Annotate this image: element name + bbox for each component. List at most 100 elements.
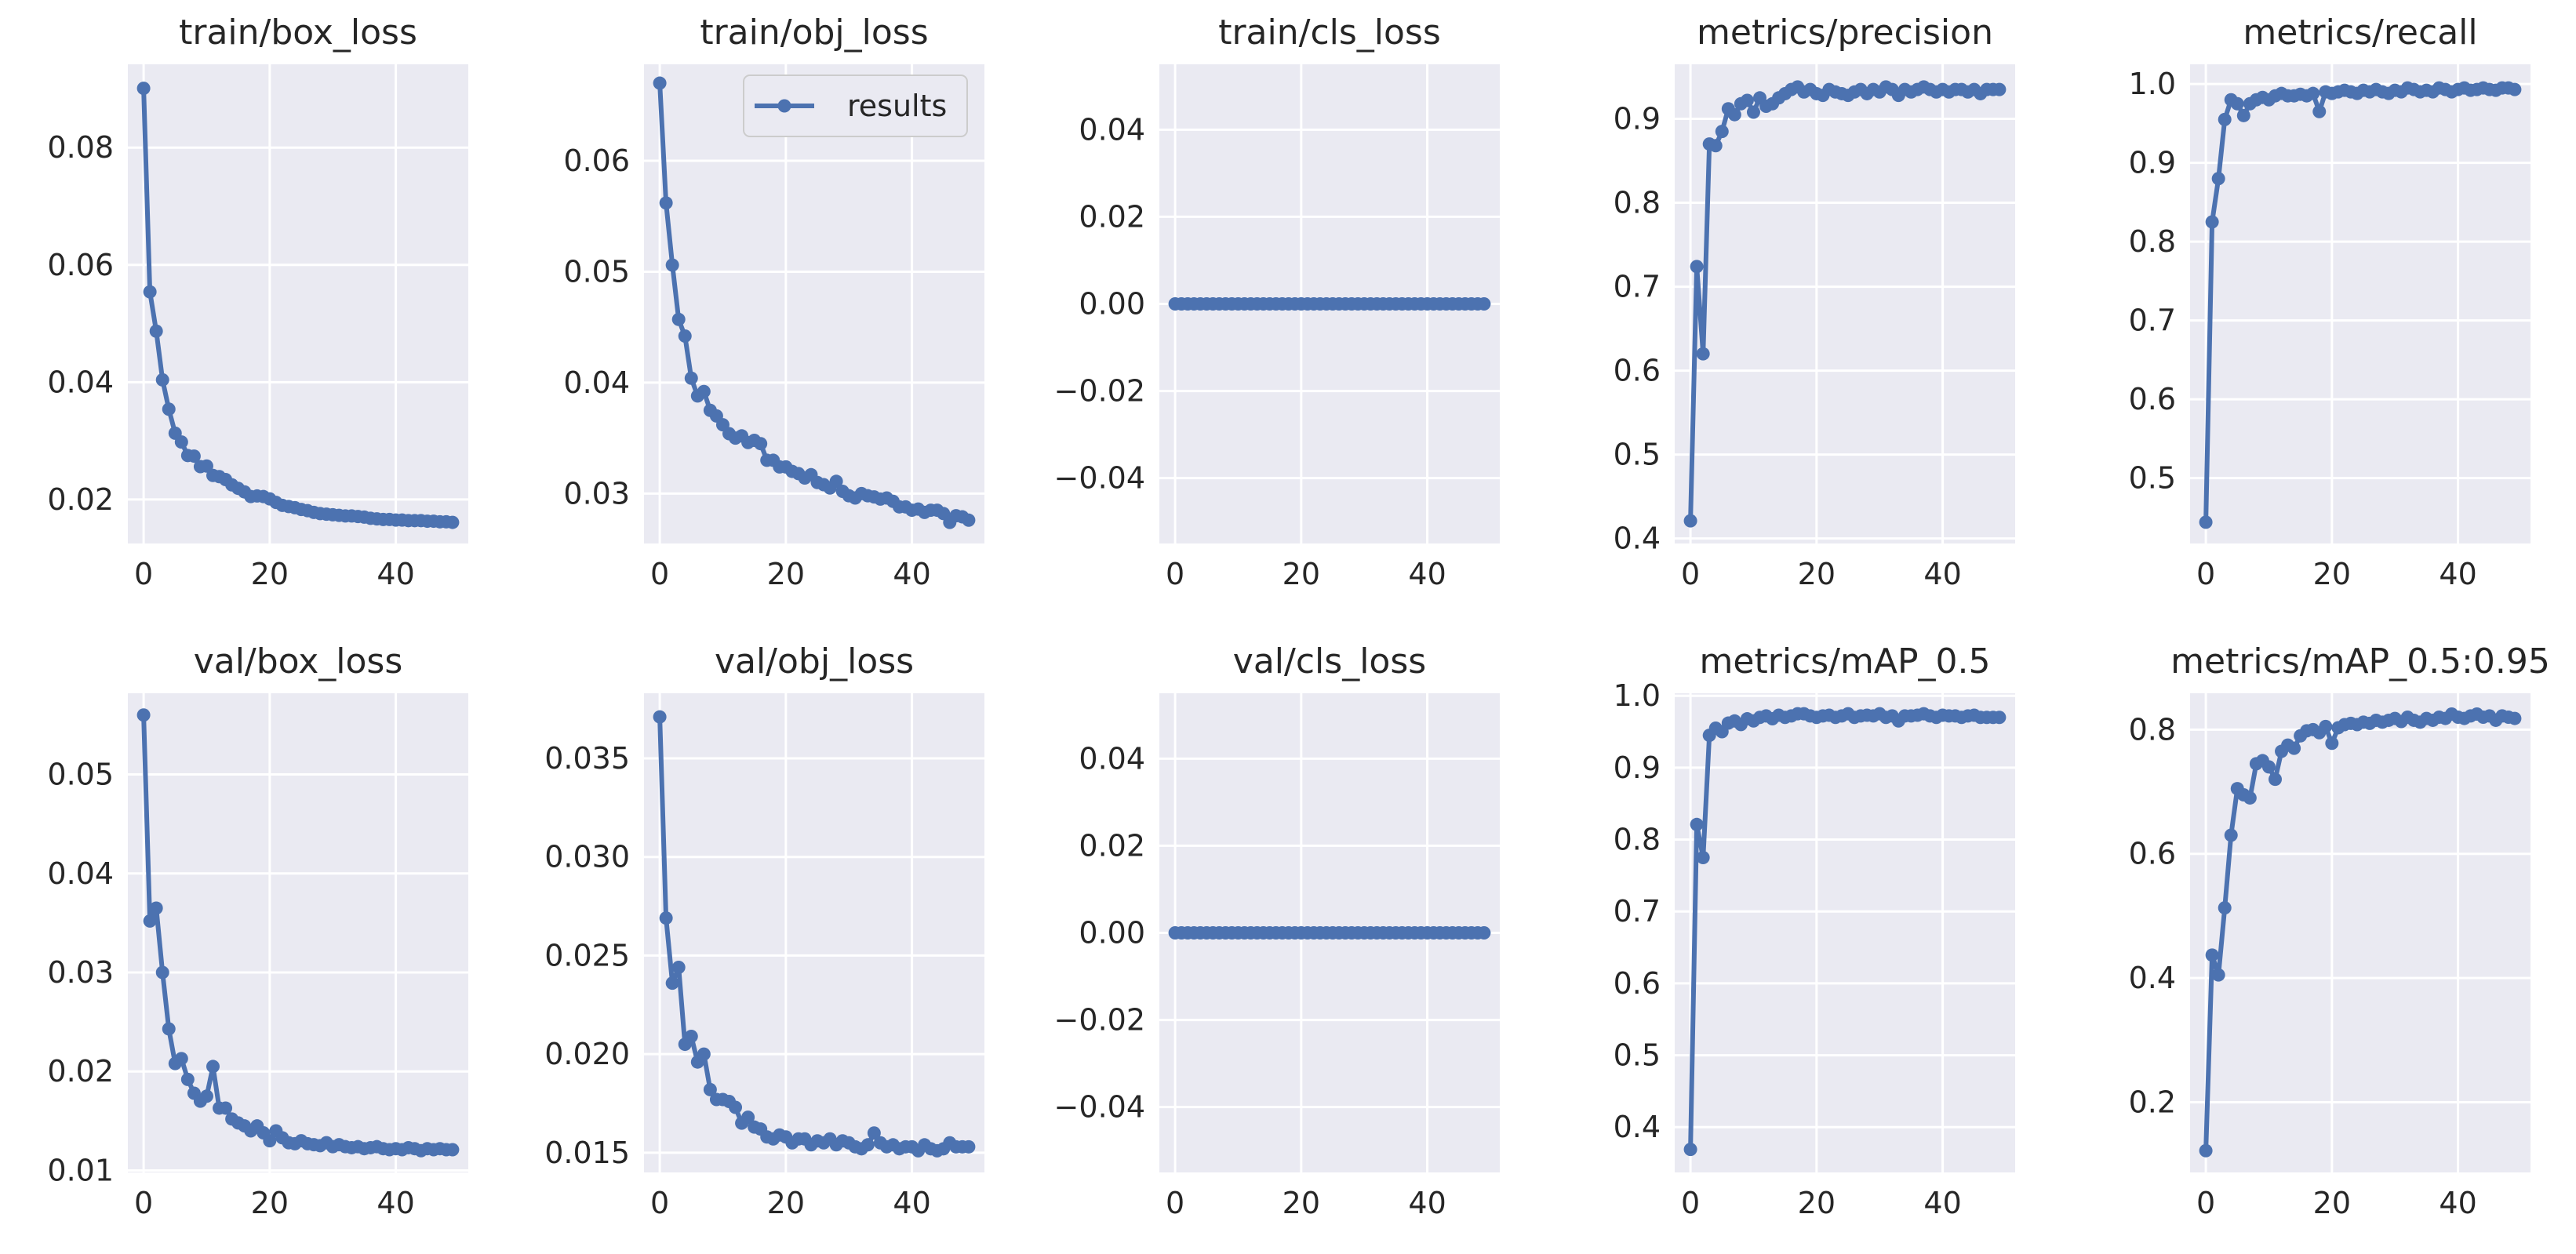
data-point [665, 976, 679, 990]
data-point [199, 459, 213, 473]
data-point [684, 1030, 698, 1044]
y-tick-label: 0.04 [1079, 112, 1145, 147]
data-point [2211, 968, 2225, 982]
data-point [1715, 125, 1729, 139]
plot-area [1675, 64, 2015, 543]
y-tick-label: 0.8 [1614, 823, 1661, 857]
plot-area [128, 693, 468, 1172]
y-tick-label: 0.00 [1079, 287, 1145, 322]
y-tick-label: 0.5 [1614, 1038, 1661, 1073]
data-point [2211, 172, 2225, 186]
x-tick-label: 0 [650, 1186, 669, 1220]
panel-metrics-map-0-5-0-95: 0 20 40 0.2 0.4 0.6 0.8 metrics/mAP_0.5:0.95 [2129, 642, 2550, 1220]
data-point [1683, 514, 1697, 528]
data-point [678, 329, 692, 343]
data-point [174, 1052, 188, 1066]
x-tick-label: 0 [134, 1186, 153, 1220]
data-point [155, 965, 169, 980]
y-tick-label: 0.4 [1614, 522, 1661, 556]
data-point [962, 1140, 976, 1154]
data-point [263, 1134, 277, 1148]
data-point [659, 911, 673, 925]
x-tick-label: 40 [1408, 1186, 1446, 1220]
data-point [1477, 926, 1491, 940]
panel-title: val/obj_loss [715, 642, 914, 682]
panel-title: train/obj_loss [700, 13, 928, 53]
x-tick-label: 20 [251, 1186, 289, 1220]
y-tick-label: 0.04 [47, 365, 114, 399]
y-tick-label: 0.8 [2129, 224, 2176, 259]
data-point [671, 312, 686, 326]
y-tick-label: 0.8 [2129, 712, 2176, 747]
data-point [206, 1060, 220, 1074]
data-point [174, 435, 188, 449]
y-tick-label: 0.05 [563, 254, 630, 289]
x-tick-label: 0 [134, 557, 153, 591]
data-point [136, 82, 151, 96]
plot-area [2190, 64, 2531, 543]
x-tick-label: 40 [1923, 1186, 1961, 1220]
data-point [1727, 107, 1741, 122]
data-point [1696, 347, 1710, 361]
y-tick-label: 0.06 [563, 144, 630, 178]
data-point [2261, 760, 2276, 774]
y-tick-label: 0.7 [1614, 270, 1661, 304]
panel-val-box-loss: 0 20 40 0.01 0.02 0.03 0.04 0.05 val/box_loss [47, 642, 468, 1220]
y-tick-label: 0.035 [544, 741, 630, 776]
x-tick-label: 40 [377, 1186, 414, 1220]
data-point [2508, 711, 2522, 725]
plot-area [2190, 693, 2531, 1172]
data-point [1708, 139, 1723, 153]
y-tick-label: 0.030 [544, 840, 630, 874]
data-point [1746, 105, 1760, 119]
x-tick-label: 20 [1798, 557, 1836, 591]
data-point [2199, 515, 2213, 529]
y-tick-label: 0.9 [1614, 102, 1661, 136]
data-point [1683, 1143, 1697, 1157]
panel-title: train/cls_loss [1218, 13, 1441, 53]
data-point [684, 371, 698, 385]
y-tick-label: 0.8 [1614, 186, 1661, 220]
panel-val-obj-loss: 0 20 40 0.015 0.020 0.025 0.030 0.035 val/obj_lo… [544, 642, 984, 1220]
y-tick-label: 0.00 [1079, 916, 1145, 950]
panel-title: train/box_loss [179, 13, 417, 53]
data-point [162, 402, 176, 416]
x-tick-label: 20 [1283, 1186, 1320, 1220]
x-tick-label: 40 [2439, 557, 2476, 591]
panel-metrics-recall: 0 20 40 0.5 0.6 0.7 0.8 0.9 1.0 metrics/recall [2129, 13, 2531, 591]
x-tick-label: 0 [1681, 557, 1700, 591]
data-point [653, 76, 667, 90]
data-point [659, 196, 673, 210]
panel-metrics-map-0-5: 0 20 40 0.4 0.5 0.6 0.7 0.8 0.9 1.0 metrics/mAP_0.… [1614, 642, 2015, 1220]
data-point [962, 513, 976, 527]
y-tick-label: 0.02 [1079, 828, 1145, 863]
plot-area [644, 693, 984, 1172]
panel-metrics-precision: 0 20 40 0.4 0.5 0.6 0.7 0.8 0.9 metrics/precision [1614, 13, 2015, 591]
data-point [860, 1138, 875, 1152]
y-tick-label: 0.01 [47, 1153, 114, 1187]
x-tick-label: 40 [893, 1186, 930, 1220]
legend: results [743, 75, 968, 137]
data-point [703, 1082, 717, 1096]
y-tick-label: 0.6 [1614, 354, 1661, 388]
y-tick-label: 0.6 [2129, 837, 2176, 871]
data-point [2205, 215, 2219, 229]
y-tick-label: 0.04 [47, 856, 114, 891]
x-tick-label: 0 [1681, 1186, 1700, 1220]
data-point [754, 437, 768, 451]
data-point [1690, 817, 1704, 831]
data-point [1696, 850, 1710, 864]
panel-title: metrics/mAP_0.5 [1700, 642, 1991, 682]
data-point [219, 1101, 233, 1115]
data-point [1992, 711, 2007, 725]
y-tick-label: −0.04 [1054, 461, 1145, 496]
y-tick-label: 0.7 [2129, 304, 2176, 338]
plot-area [128, 64, 468, 543]
x-tick-label: 40 [377, 557, 414, 591]
data-point [665, 258, 679, 272]
data-point [2319, 719, 2333, 733]
x-tick-label: 40 [1923, 557, 1961, 591]
y-tick-label: −0.04 [1054, 1090, 1145, 1125]
y-tick-label: −0.02 [1054, 1003, 1145, 1038]
data-point [1992, 82, 2007, 96]
